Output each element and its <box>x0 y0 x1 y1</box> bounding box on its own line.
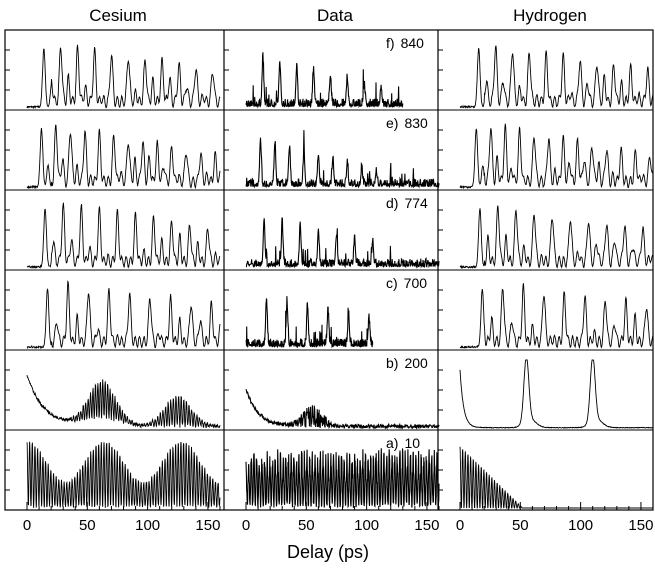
x-tick-label-cesium-2: 100 <box>135 517 160 534</box>
trace-cesium-row-1 <box>26 44 221 110</box>
x-tick-label-hydrogen-1: 50 <box>512 517 529 534</box>
trace-cesium-row-5 <box>26 375 221 429</box>
trace-data-row-5 <box>245 388 440 430</box>
trace-data-row-3 <box>245 217 440 269</box>
row-label-a: a) 10 <box>386 435 420 451</box>
x-tick-label-data-2: 100 <box>354 517 379 534</box>
trace-cesium-row-6 <box>26 441 221 508</box>
x-tick-label-hydrogen-2: 100 <box>568 517 593 534</box>
x-tick-label-hydrogen-3: 150 <box>628 517 653 534</box>
trace-data-row-1 <box>245 52 404 109</box>
trace-cesium-row-2 <box>26 124 221 190</box>
row-label-e: e) 830 <box>386 115 428 131</box>
trace-hydrogen-row-5 <box>459 359 654 429</box>
x-tick-label-cesium-1: 50 <box>79 517 96 534</box>
trace-hydrogen-row-2 <box>459 123 654 190</box>
column-title-hydrogen: Hydrogen <box>513 6 587 25</box>
trace-hydrogen-row-3 <box>459 205 654 270</box>
trace-cesium-row-4 <box>26 280 221 350</box>
row-label-f: f) 840 <box>386 35 424 51</box>
row-labels: f) 840 e) 830 d) 774 c) 700 b) 200 a) 10 <box>386 35 428 451</box>
column-title-data: Data <box>317 6 353 25</box>
x-axis-label: Delay (ps) <box>287 542 369 562</box>
row-label-b: b) 200 <box>386 355 428 371</box>
x-tick-label-cesium-3: 150 <box>195 517 220 534</box>
x-tick-label-cesium-0: 0 <box>23 517 31 534</box>
row-dividers <box>5 109 653 431</box>
side-ticks <box>5 49 443 491</box>
x-tick-label-hydrogen-0: 0 <box>456 517 464 534</box>
x-tick-label-data-3: 150 <box>414 517 439 534</box>
x-ticks <box>26 502 654 510</box>
trace-data-row-4 <box>245 296 374 349</box>
trace-cesium-row-3 <box>26 202 221 269</box>
row-label-c: c) 700 <box>386 275 427 291</box>
trace-data-row-2 <box>245 130 440 189</box>
traces <box>26 44 654 510</box>
x-tick-label-data-1: 50 <box>298 517 315 534</box>
x-tick-label-data-0: 0 <box>242 517 250 534</box>
column-title-cesium: Cesium <box>89 6 147 25</box>
row-label-d: d) 774 <box>386 195 428 211</box>
column-titles: Cesium Data Hydrogen <box>89 6 587 25</box>
trace-hydrogen-row-4 <box>459 283 654 349</box>
x-tick-labels: 0 50 100 150 0 50 100 150 0 50 100 150 <box>23 517 654 534</box>
trace-data-row-6 <box>245 448 440 509</box>
trace-hydrogen-row-6 <box>459 446 653 510</box>
trace-hydrogen-row-1 <box>459 45 654 109</box>
